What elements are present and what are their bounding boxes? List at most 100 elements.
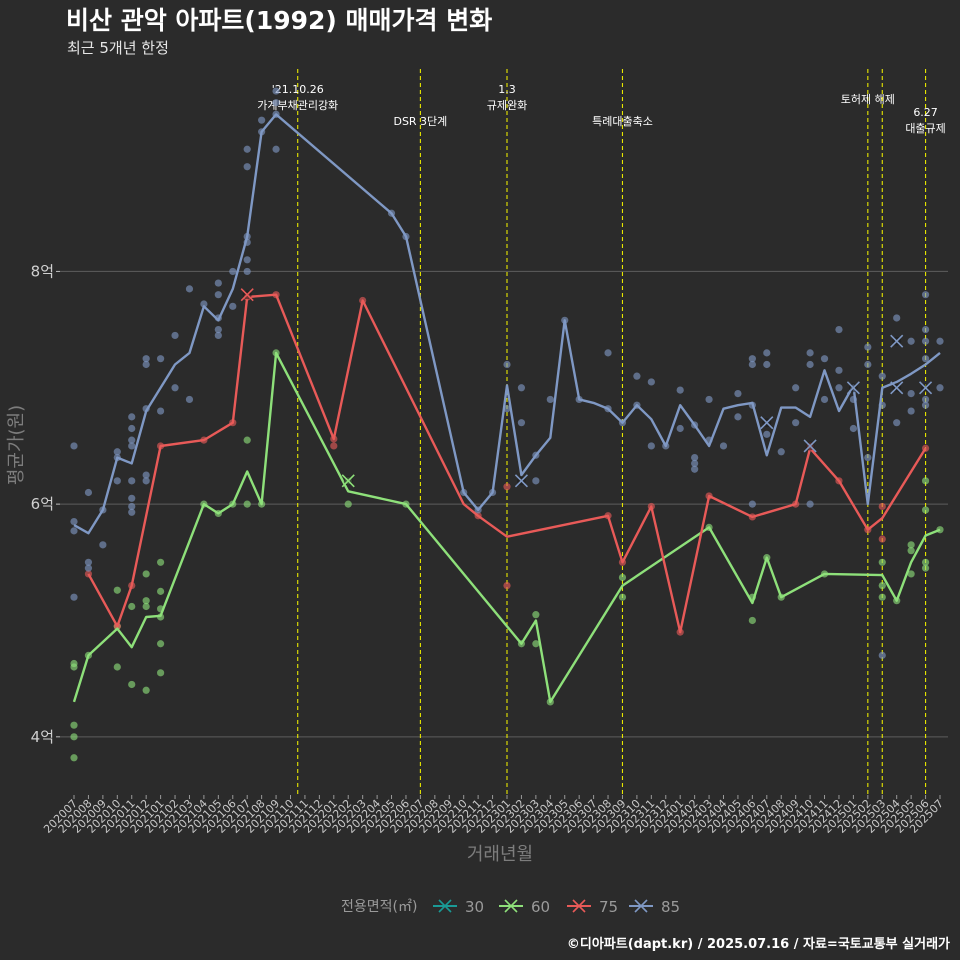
- series-60-point-51: [921, 558, 930, 566]
- series-60-point-32: [532, 611, 540, 619]
- series-85-point-61: [532, 477, 540, 485]
- series-85-point-83: [734, 413, 742, 421]
- series-85-cross-6: [919, 381, 933, 395]
- series-85-point-24: [142, 471, 150, 479]
- series-85-point-31: [200, 300, 208, 308]
- legend-label-75: 75: [599, 898, 618, 916]
- series-85-point-20: [142, 355, 150, 363]
- series-85-point-1: [70, 517, 78, 526]
- event-label-1-0: DSR 3단계: [393, 115, 447, 128]
- series-60-point-19: [157, 640, 165, 648]
- y-axis-ticks: 4억 6억 8억: [31, 262, 60, 746]
- series-60-point-44: [878, 558, 886, 566]
- series-85-point-56: [503, 360, 511, 369]
- series-85-cross-3: [846, 381, 860, 395]
- legend-label-30: 30: [465, 898, 484, 916]
- series-75-point-25: [878, 502, 886, 511]
- series-60-point-53: [921, 477, 930, 485]
- series-85-point-18: [128, 502, 136, 511]
- series-85-point-38: [229, 302, 237, 310]
- event-label-4-0: 토허제 해제: [841, 92, 895, 106]
- y-tick-label-1: 6억: [31, 495, 54, 513]
- series-85-point-73: [676, 386, 684, 394]
- series-85-point-101: [835, 384, 843, 392]
- series-85-point-119: [921, 395, 930, 404]
- series-60-point-36: [618, 573, 627, 582]
- series-85-point-28: [171, 384, 179, 392]
- series-60-point-17: [157, 587, 165, 595]
- event-label-2-0: 1.3: [498, 83, 516, 96]
- series-85-point-81: [719, 442, 728, 450]
- series-60-point-45: [878, 581, 886, 590]
- series-85-point-77: [691, 465, 699, 473]
- y-tick-label-2: 8억: [31, 262, 54, 280]
- series-85-point-23: [142, 477, 150, 485]
- series-85-point-33: [214, 291, 222, 299]
- series-85-point-88: [763, 349, 771, 357]
- series-85-point-98: [820, 395, 829, 404]
- series-85-point-44: [243, 267, 251, 276]
- series-85-point-109: [878, 651, 886, 659]
- series-60-point-6: [113, 586, 121, 594]
- series-60-cross-0: [341, 474, 355, 488]
- series-60-point-7: [113, 663, 121, 671]
- series-85-point-70: [647, 378, 655, 386]
- event-label-2-1: 규제완화: [487, 99, 527, 112]
- series-85-point-89: [763, 360, 771, 369]
- series-85-point-97: [820, 355, 829, 363]
- series-85-line: [73, 113, 941, 535]
- y-tick-label-0: 4억: [31, 728, 54, 746]
- series-85-point-75: [691, 453, 699, 462]
- series-85-point-87: [748, 500, 756, 508]
- series-85-point-45: [258, 116, 266, 124]
- series-85-point-82: [734, 389, 742, 398]
- series-85-point-6: [84, 488, 93, 497]
- event-label-3-0: 특례대출축소: [592, 115, 653, 128]
- series-85-point-93: [792, 419, 800, 427]
- series-60-point-29: [344, 500, 352, 508]
- series-60-point-4: [70, 659, 78, 668]
- series-85-point-47: [272, 87, 280, 95]
- series-85-point-115: [921, 291, 930, 299]
- series-85-point-7: [99, 541, 107, 549]
- series-85-point-16: [128, 477, 136, 485]
- series-60-point-14: [142, 570, 150, 578]
- series-85-point-27: [171, 331, 179, 340]
- series-85-point-76: [691, 459, 699, 468]
- chart-subtitle: 최근 5개년 한정: [67, 39, 169, 57]
- series-60-point-10: [128, 602, 136, 611]
- series-60-point-50: [921, 506, 930, 514]
- series-85-point-96: [806, 500, 814, 508]
- series-85-point-59: [517, 419, 526, 427]
- series-60-point-24: [243, 436, 251, 444]
- series-75-point-24: [878, 535, 886, 543]
- series-60-point-20: [157, 669, 165, 677]
- series-60-point-25: [243, 500, 251, 508]
- legend-cross-60: [504, 899, 518, 913]
- series-60-point-18: [157, 558, 165, 566]
- series-85-point-9: [113, 448, 121, 456]
- series-85-point-29: [185, 285, 194, 293]
- series-85-point-68: [633, 372, 641, 380]
- series-85-point-113: [907, 389, 915, 398]
- series-85-point-35: [214, 326, 222, 334]
- series-85-cross-2: [803, 439, 817, 453]
- event-label-0-0: '21.10.26: [272, 83, 324, 96]
- series-85-point-114: [907, 407, 915, 415]
- series-85-point-71: [647, 442, 655, 450]
- legend-cross-75: [572, 899, 586, 913]
- source-caption: ©디아파트(dapt.kr) / 2025.07.16 / 자료=국토교통부 실…: [567, 936, 950, 952]
- series-85-point-37: [229, 267, 237, 276]
- series-85-point-40: [243, 163, 251, 171]
- series-layer: [70, 87, 944, 762]
- series-85-point-94: [806, 349, 814, 357]
- series-85-point-17: [128, 494, 136, 502]
- series-85-point-120: [921, 401, 930, 409]
- series-85-point-122: [936, 384, 944, 392]
- event-label-6-0: 6.27: [913, 106, 938, 119]
- series-60-line: [72, 351, 941, 704]
- series-60-point-52: [921, 564, 930, 572]
- series-60-point-39: [748, 616, 756, 625]
